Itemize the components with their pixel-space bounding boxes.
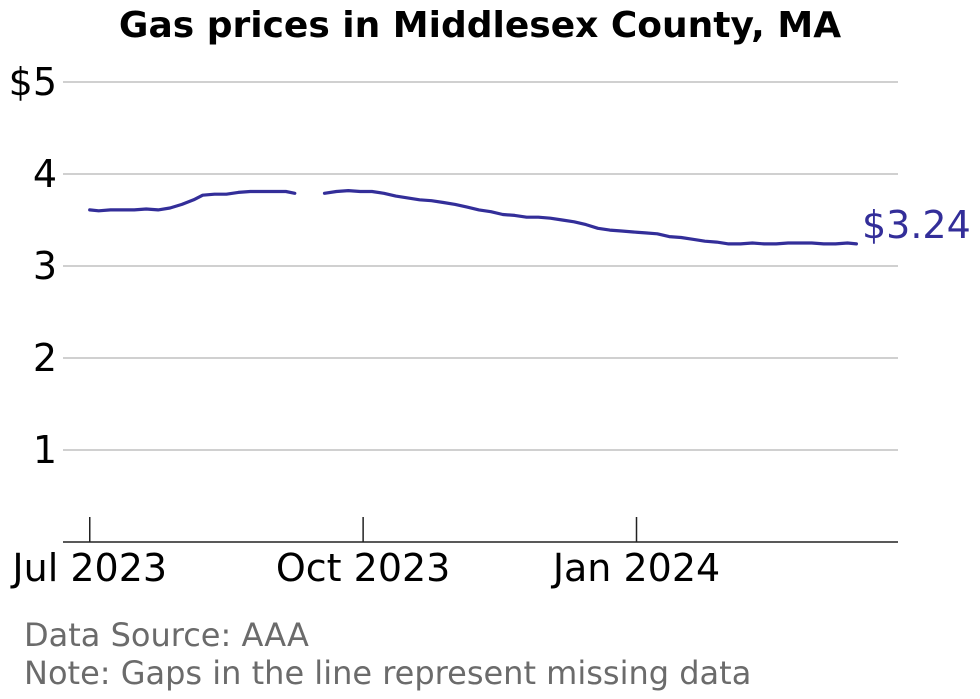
y-tick-label: 1 <box>33 428 57 472</box>
price-line-segment <box>88 189 297 213</box>
last-value-label: $3.24 <box>862 203 971 247</box>
y-tick-label: 2 <box>33 336 57 380</box>
data-source-note: Data Source: AAA <box>24 616 309 654</box>
x-axis: Jul 2023 Oct 2023 Jan 2024 <box>10 517 720 590</box>
x-tick-label: Oct 2023 <box>276 546 451 590</box>
gridlines <box>63 81 898 451</box>
series-lines <box>88 189 858 246</box>
x-tick-label: Jan 2024 <box>551 546 720 590</box>
price-line-segment <box>322 189 858 246</box>
x-tick-label: Jul 2023 <box>10 546 167 590</box>
chart-title: Gas prices in Middlesex County, MA <box>119 5 841 46</box>
y-axis-tick-labels: 1 2 3 4 $5 <box>9 60 57 472</box>
y-tick-label: 3 <box>33 244 57 288</box>
gaps-note: Note: Gaps in the line represent missing… <box>24 654 751 692</box>
y-tick-label: $5 <box>9 60 57 104</box>
y-tick-label: 4 <box>33 152 57 196</box>
